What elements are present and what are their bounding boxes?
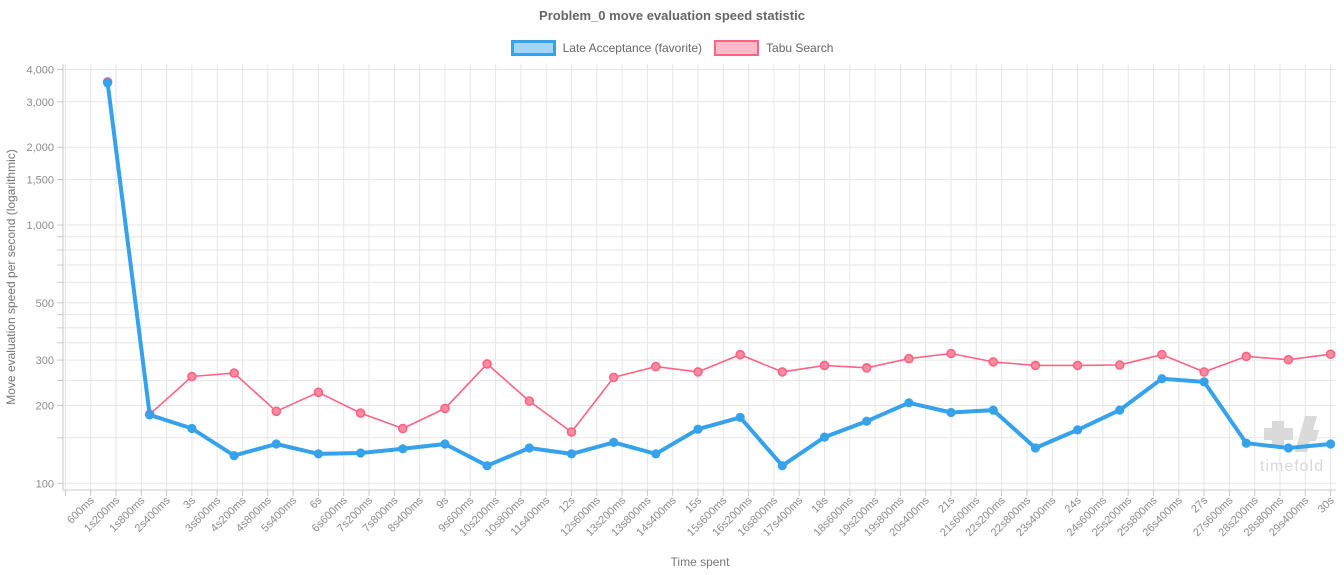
late-acceptance-favorite-point <box>313 449 323 459</box>
tabu-search-point <box>1030 360 1041 371</box>
tabu-search-point <box>608 372 619 383</box>
x-tick-label: 9s <box>434 494 451 511</box>
logo-flag <box>1304 430 1319 441</box>
late-acceptance-favorite-point <box>145 410 155 420</box>
tabu-search-point <box>440 403 450 414</box>
tabu-search-point <box>735 349 746 360</box>
late-acceptance-favorite-point <box>1241 438 1251 448</box>
y-tick-label: 4,000 <box>26 65 54 77</box>
late-acceptance-favorite-point <box>1030 443 1040 453</box>
tabu-search-point <box>313 387 324 398</box>
tabu-search-point <box>861 362 872 373</box>
tabu-search-point <box>819 360 830 371</box>
tabu-search-point <box>988 357 999 367</box>
late-acceptance-favorite-point <box>609 437 619 447</box>
late-acceptance-favorite-point <box>103 78 113 88</box>
tabu-search-point <box>566 427 577 437</box>
late-acceptance-favorite-point <box>946 407 956 418</box>
late-acceptance-favorite-point <box>862 416 872 426</box>
tabu-search-point <box>397 423 408 434</box>
tabu-search-point <box>229 368 239 378</box>
grid-layer <box>57 64 1336 496</box>
tabu-search-point <box>1325 349 1336 360</box>
legend-swatch-late-acceptance <box>510 40 556 56</box>
legend-label-tabu-search: Tabu Search <box>766 41 834 55</box>
y-tick-label: 2,000 <box>26 142 54 154</box>
y-axis-title: Move evaluation speed per second (logari… <box>4 149 18 404</box>
x-tick-label: 15s <box>683 494 704 515</box>
x-tick-label: 6s <box>308 494 325 511</box>
x-tick-label: 3s <box>181 494 198 511</box>
x-tick-label: 27s <box>1189 494 1210 515</box>
x-tick-label: 30s <box>1316 494 1337 515</box>
late-acceptance-favorite-point <box>271 439 281 449</box>
y-tick-label: 500 <box>36 298 54 310</box>
tabu-search-point <box>524 396 535 406</box>
watermark-text: timefold <box>1260 458 1324 475</box>
tabu-search-point <box>1157 349 1167 360</box>
late-acceptance-favorite-point <box>904 398 914 408</box>
tabu-search-point <box>650 361 661 372</box>
y-tick-label: 200 <box>36 401 54 413</box>
late-acceptance-favorite-point <box>1073 425 1083 435</box>
y-tick-label: 3,000 <box>26 97 54 109</box>
y-tick-label: 1,500 <box>26 175 54 187</box>
late-acceptance-favorite-point <box>566 449 577 459</box>
label-layer: 4,0003,0002,0001,5001,000500300200100600… <box>26 65 1337 540</box>
tabu-search-point <box>693 367 703 377</box>
timefold-logo-icon <box>1264 416 1319 452</box>
x-tick-label: 18s <box>810 494 831 515</box>
late-acceptance-favorite-point <box>1157 374 1167 384</box>
late-acceptance-favorite-point <box>524 443 534 453</box>
tabu-search-point <box>1114 360 1125 370</box>
logo-bar-horizontal <box>1264 428 1293 440</box>
y-tick-label: 300 <box>36 355 54 367</box>
y-tick-label: 100 <box>36 478 54 490</box>
late-acceptance-favorite-point <box>735 412 745 422</box>
late-acceptance-favorite-point <box>229 451 239 461</box>
timefold-watermark: timefold <box>1260 416 1324 475</box>
tabu-search-point <box>946 348 956 359</box>
late-acceptance-favorite-point <box>777 461 787 471</box>
tabu-search-point <box>777 367 788 377</box>
tabu-search-point <box>1199 367 1209 377</box>
tabu-search-point <box>187 371 197 382</box>
late-acceptance-favorite-point <box>187 423 197 434</box>
late-acceptance-favorite-point <box>398 444 408 454</box>
tabu-search-point <box>271 406 282 417</box>
x-tick-label: 12s <box>557 494 578 515</box>
tabu-search-point <box>482 359 492 369</box>
x-axis-title: Time spent <box>671 555 731 569</box>
y-tick-label: 1,000 <box>26 220 54 232</box>
late-acceptance-favorite-point <box>356 448 366 458</box>
late-acceptance-favorite-point <box>988 405 998 415</box>
tabu-search-line <box>106 81 1332 433</box>
late-acceptance-favorite-point <box>693 424 703 434</box>
late-acceptance-favorite-point <box>1199 377 1209 387</box>
tabu-search-point <box>1072 360 1083 371</box>
legend-item-late-acceptance[interactable]: Late Acceptance (favorite) <box>510 40 703 56</box>
late-acceptance-favorite-point <box>1115 405 1125 415</box>
chart-title: Problem_0 move evaluation speed statisti… <box>539 8 805 23</box>
x-tick-label: 21s <box>936 494 957 515</box>
x-tick-label: 24s <box>1063 494 1084 515</box>
tabu-search-point <box>1283 354 1294 365</box>
late-acceptance-favorite-point <box>651 449 661 459</box>
late-acceptance-favorite-point <box>1326 439 1336 449</box>
legend-label-late-acceptance: Late Acceptance (favorite) <box>562 41 703 55</box>
tabu-search-point <box>1241 351 1252 362</box>
tabu-search-point <box>355 408 366 418</box>
legend-item-tabu-search[interactable]: Tabu Search <box>714 40 833 56</box>
late-acceptance-favorite-line <box>105 80 1333 468</box>
legend: Late Acceptance (favorite) Tabu Search <box>0 40 1344 56</box>
tabu-search-point <box>904 353 914 364</box>
late-acceptance-favorite-point <box>440 439 450 449</box>
late-acceptance-favorite-point <box>1283 443 1293 453</box>
legend-swatch-tabu-search <box>714 40 760 56</box>
late-acceptance-favorite-point <box>819 432 830 442</box>
late-acceptance-favorite-point <box>482 461 492 471</box>
series-layer <box>102 77 1336 471</box>
